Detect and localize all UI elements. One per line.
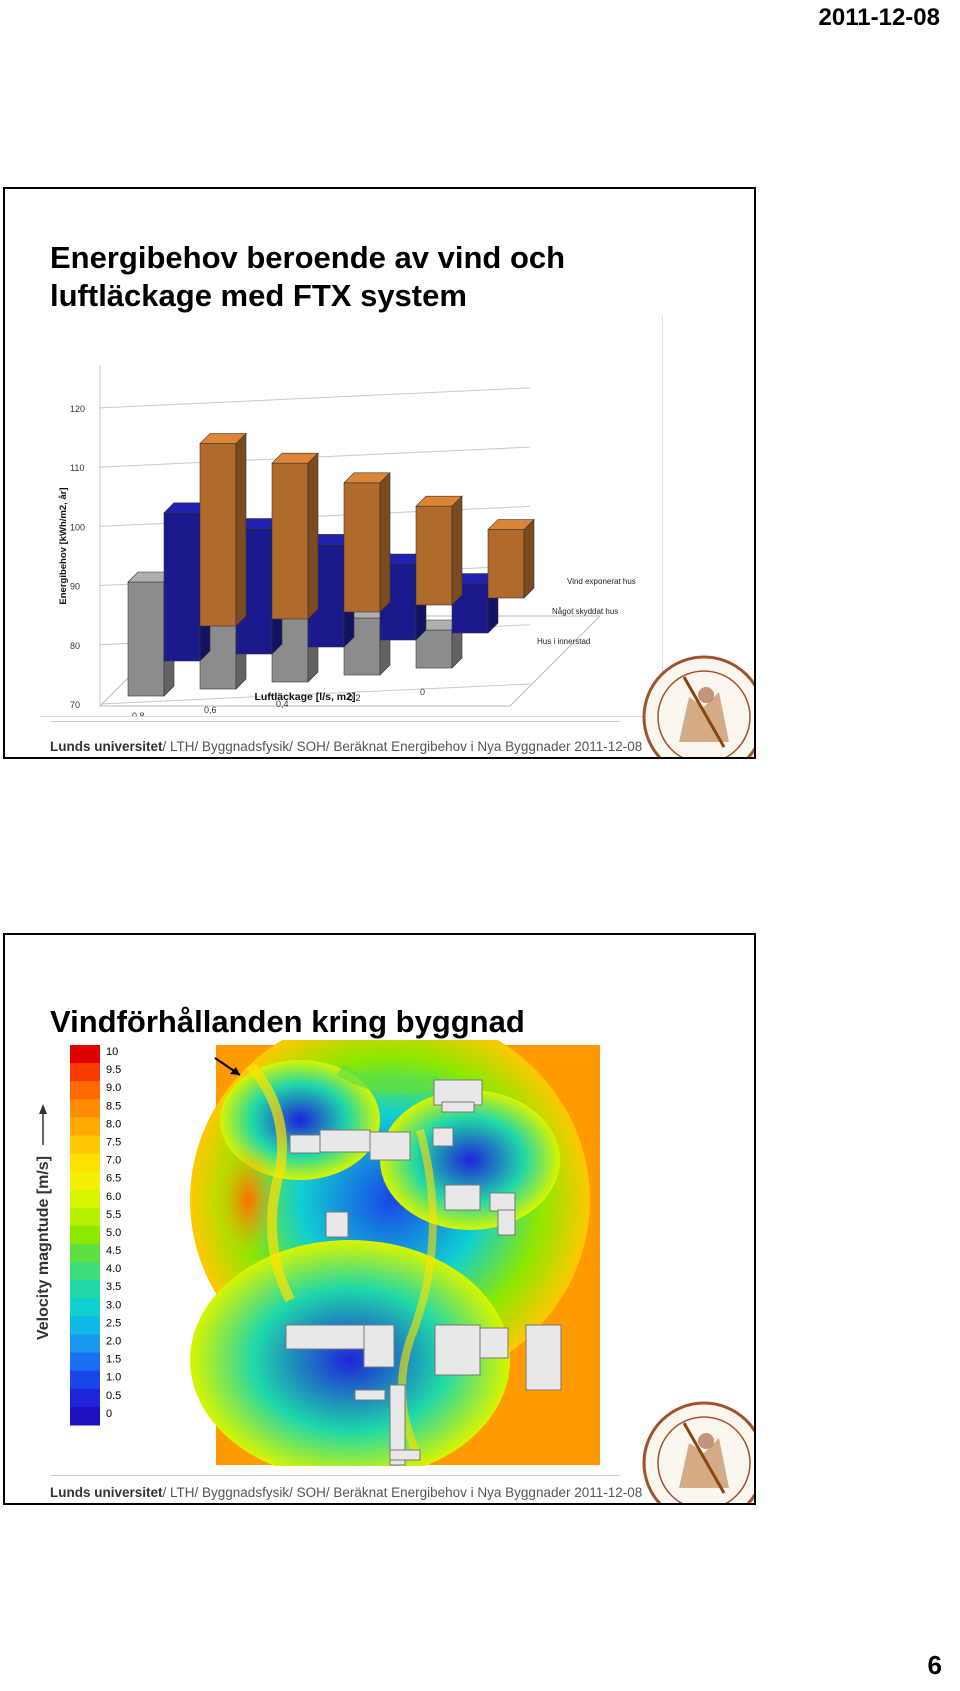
y-tick-label: 120	[70, 404, 85, 414]
scale-swatch	[70, 1081, 100, 1100]
scale-swatch	[70, 1063, 100, 1082]
bar-2-0	[199, 432, 247, 627]
scale-swatch	[70, 1406, 100, 1426]
x-tick-label: 0	[420, 687, 425, 697]
y-tick-label: 110	[70, 463, 84, 473]
scale-tick-label: 4.5	[106, 1245, 121, 1257]
x-tick-label: 0,6	[204, 705, 217, 715]
scale-swatch	[70, 1207, 100, 1227]
footer-text: / LTH/ Byggnadsfysik/ SOH/ Beräknat Ener…	[162, 739, 643, 754]
y-axis-label: Energibehov [kWh/m2, år]	[58, 487, 69, 604]
scale-swatch	[70, 1370, 100, 1390]
scale-tick-label: 7.0	[106, 1155, 121, 1167]
scale-swatch	[70, 1099, 100, 1118]
scale-swatch	[70, 1171, 100, 1191]
buildings	[285, 1079, 562, 1466]
scale-tick-label: 10	[106, 1046, 118, 1058]
footer-org: Lunds universitet	[50, 1485, 163, 1500]
scale-swatch	[70, 1262, 100, 1281]
bar-2-4	[487, 518, 535, 599]
footer-org: Lunds universitet	[50, 739, 163, 754]
page-date: 2011-12-08	[818, 4, 940, 31]
scale-tick-label: 4.0	[106, 1263, 121, 1275]
scale-swatch	[70, 1135, 100, 1155]
bar-1-4	[451, 572, 499, 634]
bar-2-2	[343, 472, 391, 613]
x-tick-label: 0,4	[276, 699, 289, 709]
wind-velocity-svg	[190, 1010, 600, 1480]
x-tick-label: 0,2	[348, 693, 361, 703]
scale-arrow-icon	[39, 1104, 47, 1114]
scale-swatch	[70, 1298, 100, 1317]
scale-swatch	[70, 1388, 100, 1408]
series-label: Något skyddat hus	[552, 607, 618, 616]
gridline	[99, 683, 531, 705]
scale-tick-label: 8.0	[106, 1118, 121, 1130]
slide-title: Energibehov beroende av vind och luftläc…	[50, 240, 566, 313]
x-tick-label: 0,8	[132, 711, 145, 716]
university-seal-logo	[642, 655, 754, 757]
scale-swatch	[70, 1244, 100, 1263]
scale-tick-label: 2.0	[106, 1336, 121, 1348]
series-label: Vind exponerat hus	[567, 577, 636, 586]
scale-tick-label: 3.0	[106, 1299, 121, 1311]
scale-tick-label: 7.5	[106, 1136, 121, 1148]
series-label: Hus i innerstad	[537, 637, 590, 646]
scale-swatch	[70, 1352, 100, 1372]
slide-footer: Lunds universitet/ LTH/ Byggnadsfysik/ S…	[50, 1485, 642, 1500]
scale-tick-label: 6.0	[106, 1191, 121, 1203]
footer-divider	[50, 721, 620, 722]
scale-tick-label: 6.5	[106, 1173, 121, 1185]
scale-tick-label: 1.0	[106, 1372, 121, 1384]
gridline	[99, 387, 531, 409]
bar-chart-3d: 70 80 90 100 110 120 0,8 0,6 0,4 0,2 0 Hus i inners…	[40, 316, 663, 721]
scale-swatch	[70, 1045, 100, 1064]
bar-2-1	[271, 452, 319, 620]
velocity-color-scale: 10 9.5 9.0 8.5 8.0 7.5 7.0 6.5 6.0 5.5 5.0 4.5 4.0 3.…	[35, 1045, 121, 1426]
scale-swatch	[70, 1225, 100, 1245]
scale-tick-label: 5.0	[106, 1227, 121, 1239]
slide-title: Vindförhållanden kring byggnad	[50, 1004, 525, 1039]
scale-swatch	[70, 1316, 100, 1336]
wind-velocity-map: 10 9.5 9.0 8.5 8.0 7.5 7.0 6.5 6.0 5.5 5.0 4.5 4.0 3.…	[35, 1010, 610, 1480]
scale-tick-label: 5.5	[106, 1209, 121, 1221]
scale-tick-label: 2.5	[106, 1317, 121, 1329]
university-seal-logo	[642, 1401, 754, 1503]
y-tick-label: 100	[70, 522, 85, 532]
scale-tick-label: 0	[106, 1408, 112, 1420]
scale-swatch	[70, 1189, 100, 1209]
page-number: 6	[927, 1650, 942, 1680]
scale-tick-label: 8.5	[106, 1100, 121, 1112]
footer-text: / LTH/ Byggnadsfysik/ SOH/ Beräknat Ener…	[162, 1485, 643, 1500]
footer-divider	[50, 1475, 620, 1476]
scale-swatch	[70, 1153, 100, 1173]
bar-2-3	[415, 495, 463, 606]
x-axis-label: Luftläckage [l/s, m2]	[255, 691, 356, 703]
slide-wind-conditions: Vindförhållanden kring byggnad	[3, 933, 756, 1505]
scale-tick-label: 9.5	[106, 1064, 121, 1076]
scale-tick-label: 9.0	[106, 1082, 121, 1094]
scale-label: Velocity magntude [m/s]	[35, 1156, 52, 1340]
scale-swatch	[70, 1334, 100, 1354]
scale-swatch	[70, 1117, 100, 1136]
y-tick-label: 80	[70, 641, 80, 651]
y-tick-label: 90	[70, 582, 80, 592]
scale-tick-label: 1.5	[106, 1354, 121, 1366]
slide-footer: Lunds universitet/ LTH/ Byggnadsfysik/ S…	[50, 739, 642, 754]
bar-chart-svg: 70 80 90 100 110 120 0,8 0,6 0,4 0,2 0 Hus i inners…	[58, 366, 636, 721]
scale-swatch	[70, 1280, 100, 1299]
scale-tick-label: 3.5	[106, 1281, 121, 1293]
slide-energy-demand: Energibehov beroende av vind och luftläc…	[3, 187, 756, 759]
scale-tick-label: 0.5	[106, 1390, 121, 1402]
y-tick-label: 70	[70, 700, 80, 710]
